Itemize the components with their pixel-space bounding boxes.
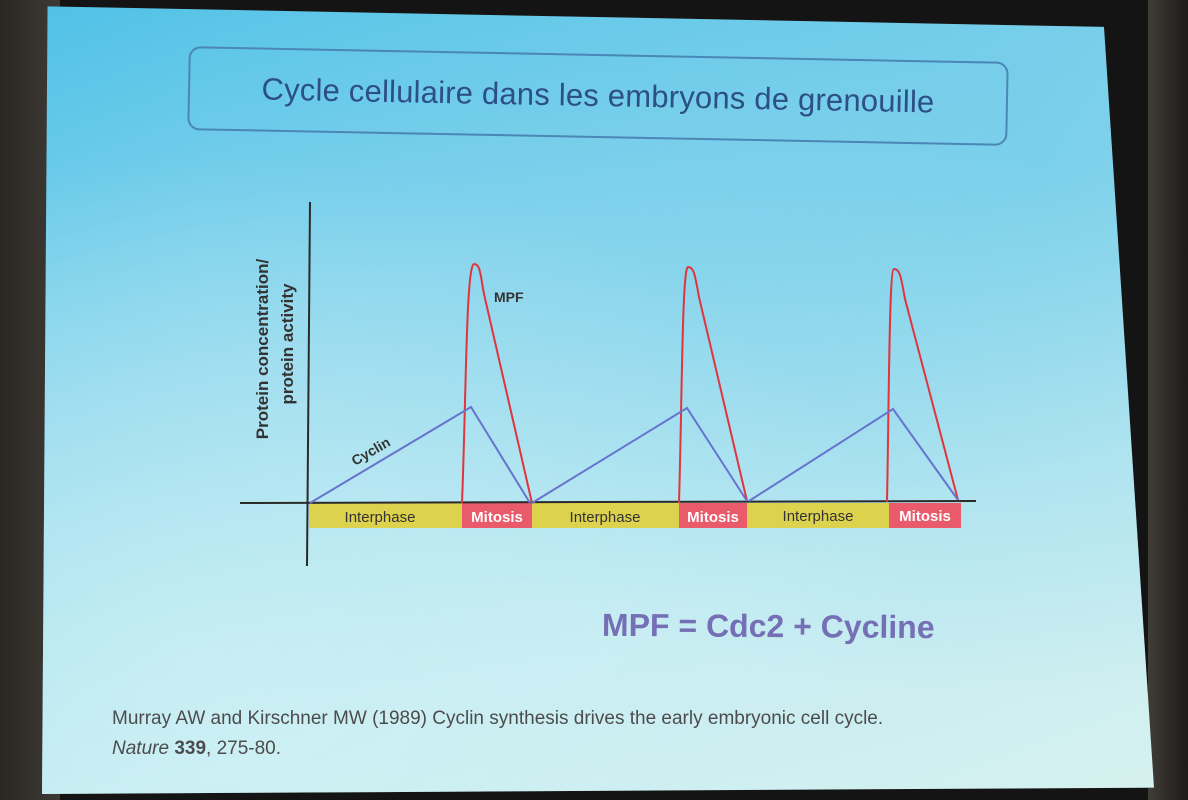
reference-journal: Nature [112,738,170,759]
slide: Cycle cellulaire dans les embryons de gr… [42,6,1154,794]
phase-block-interphase [309,503,462,528]
phase-label-interphase: Interphase [345,509,416,526]
reference-line2: Nature 339, 275-80. [112,738,281,760]
cyclin-curve [309,405,531,504]
room-background-right [1148,0,1188,800]
phase-block-mitosis [679,503,747,528]
phase-label-interphase: Interphase [570,509,641,526]
reference-line1: Murray AW and Kirschner MW (1989) Cyclin… [112,708,884,729]
phase-label-interphase: Interphase [783,508,854,525]
phase-block-interphase [532,503,679,528]
cyclin-curve [531,406,748,504]
cell-cycle-diagram: Interphase Mitosis Interphase Mitosis In… [239,201,977,567]
reference-volume: 339 [174,738,207,759]
phase-label-mitosis: Mitosis [899,508,951,525]
y-axis [306,201,311,567]
phase-label-mitosis: Mitosis [687,509,739,526]
phase-block-mitosis [462,503,532,528]
mpf-label: MPF [494,289,524,305]
y-axis-label-line2: protein activity [278,283,297,404]
cyclin-label: Cyclin [349,434,393,469]
cyclin-curve [748,407,959,502]
y-axis-label-line1: Protein concentration/ [253,259,272,440]
phase-block-mitosis [889,503,961,528]
mpf-curve [678,265,748,504]
x-axis [239,500,977,504]
phase-block-interphase [747,503,889,528]
formula-text: MPF = Cdc2 + Cycline [601,606,935,646]
phase-bar: Interphase Mitosis Interphase Mitosis In… [309,503,961,528]
mpf-curve [461,262,533,504]
phase-label-mitosis: Mitosis [471,509,523,526]
mpf-curve [886,267,959,503]
reference-pages: , 275-80. [206,738,282,759]
